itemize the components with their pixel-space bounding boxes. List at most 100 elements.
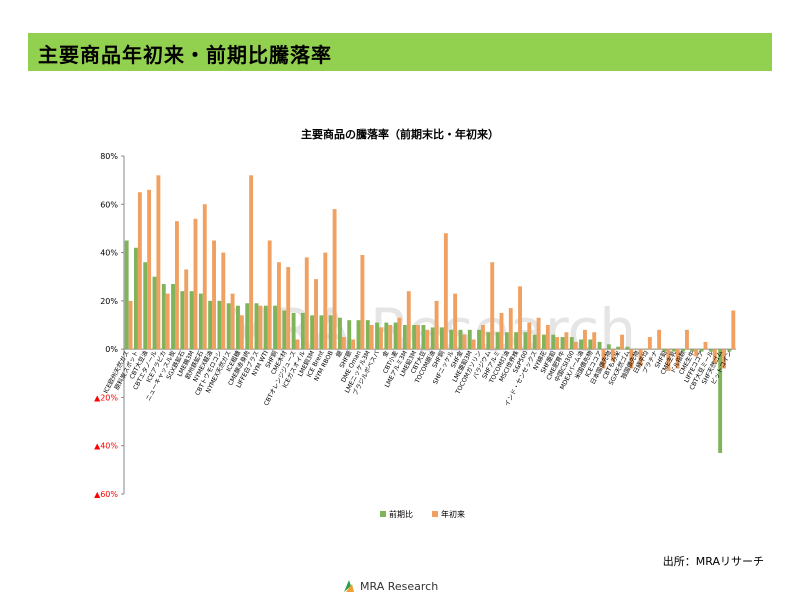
bar-mom — [124, 240, 129, 350]
bar-mom — [152, 276, 157, 350]
bar-ytd — [471, 339, 476, 350]
mra-logo-icon — [344, 580, 354, 592]
bar-ytd — [731, 310, 736, 350]
bar-ytd — [249, 175, 254, 350]
bar-mom — [579, 339, 583, 350]
bar-ytd — [267, 240, 272, 350]
bar-mom — [300, 312, 305, 350]
bar-ytd — [508, 308, 513, 350]
bar-mom — [421, 325, 426, 350]
y-tick-label: 20% — [100, 297, 118, 306]
bar-mom — [458, 329, 463, 350]
bar-ytd — [295, 339, 300, 350]
bar-mom — [356, 320, 361, 350]
bar-mom — [653, 349, 658, 350]
category-label: 銀 — [334, 349, 344, 358]
bar-ytd — [527, 322, 532, 350]
bar-ytd — [332, 209, 337, 350]
bar-mom — [291, 312, 296, 350]
bar-mom — [467, 329, 472, 350]
chart-title: 主要商品の騰落率（前期末比・年初来） — [301, 127, 499, 141]
bar-ytd — [304, 257, 309, 350]
legend-label-mom: 前期比 — [389, 509, 413, 519]
bar-ytd — [694, 349, 699, 357]
bar-ytd — [137, 192, 142, 350]
bar-ytd — [573, 341, 578, 350]
bar-ytd — [416, 325, 420, 350]
bar-mom — [384, 322, 389, 350]
y-tick-label: ▲60% — [94, 490, 118, 499]
bar-mom — [569, 337, 574, 350]
bar-ytd — [184, 269, 189, 350]
bar-mom — [662, 349, 667, 352]
bar-ytd — [434, 300, 439, 350]
bar-ytd — [545, 325, 550, 350]
bar-ytd — [638, 349, 643, 367]
bar-mom — [245, 303, 250, 350]
bar-mom — [718, 349, 723, 453]
bar-mom — [708, 349, 713, 352]
bar-ytd — [722, 349, 726, 369]
bar-mom — [440, 327, 444, 350]
bar-ytd — [351, 339, 356, 350]
bar-mom — [644, 349, 648, 350]
bar-mom — [606, 344, 611, 350]
bar-mom — [226, 303, 231, 350]
bar-mom — [671, 349, 676, 352]
bar-ytd — [258, 305, 263, 350]
bar-ytd — [536, 317, 541, 350]
bar-ytd — [128, 300, 133, 350]
bar-ytd — [610, 349, 615, 362]
bar-ytd — [406, 291, 411, 350]
bar-mom — [514, 332, 519, 350]
title-bar: 主要商品年初来・前期比騰落率 — [28, 33, 772, 71]
bar-mom — [273, 305, 277, 350]
bar-mom — [449, 329, 454, 350]
bar-mom — [375, 322, 379, 350]
bar-ytd — [425, 329, 430, 350]
bar-mom — [236, 305, 240, 350]
bar-mom — [681, 349, 685, 352]
bar-mom — [597, 341, 602, 350]
bar-mom — [189, 291, 194, 350]
bar-ytd — [592, 332, 597, 350]
bar-mom — [477, 329, 481, 350]
bar-ytd — [341, 337, 346, 350]
bar-ytd — [620, 334, 624, 350]
bar-ytd — [657, 329, 662, 350]
bar-ytd — [647, 337, 652, 350]
bar-mom — [338, 317, 342, 350]
bar-mom — [402, 325, 407, 350]
bar-mom — [134, 247, 138, 350]
bar-mom — [180, 291, 185, 350]
bar-mom — [523, 332, 528, 350]
bar-ytd — [675, 349, 680, 369]
bar-mom — [495, 332, 500, 350]
bar-ytd — [156, 175, 161, 350]
bar-ytd — [165, 293, 170, 350]
y-tick-label: ▲20% — [94, 393, 118, 402]
bar-ytd — [388, 325, 393, 350]
bar-mom — [542, 334, 546, 350]
bar-mom — [551, 334, 556, 350]
source-note: 出所：MRAリサーチ — [662, 555, 764, 568]
bar-mom — [625, 346, 630, 350]
bar-mom — [310, 315, 315, 350]
bar-ytd — [564, 332, 569, 350]
logo-text: MRA Research — [360, 580, 439, 593]
bar-ytd — [239, 315, 244, 350]
bar-mom — [198, 293, 203, 350]
bar-mom — [412, 325, 417, 350]
legend-label-ytd: 年初来 — [441, 509, 465, 519]
bar-ytd — [369, 325, 374, 350]
bar-ytd — [518, 286, 522, 350]
bar-ytd — [230, 293, 235, 350]
bar-mom — [365, 320, 370, 350]
bar-ytd — [147, 189, 152, 350]
bar-mom — [634, 349, 639, 350]
bar-mom — [504, 332, 509, 350]
bar-ytd — [286, 267, 291, 350]
bar-mom — [616, 346, 621, 350]
bar-ytd — [712, 349, 717, 364]
bar-ytd — [360, 254, 365, 350]
